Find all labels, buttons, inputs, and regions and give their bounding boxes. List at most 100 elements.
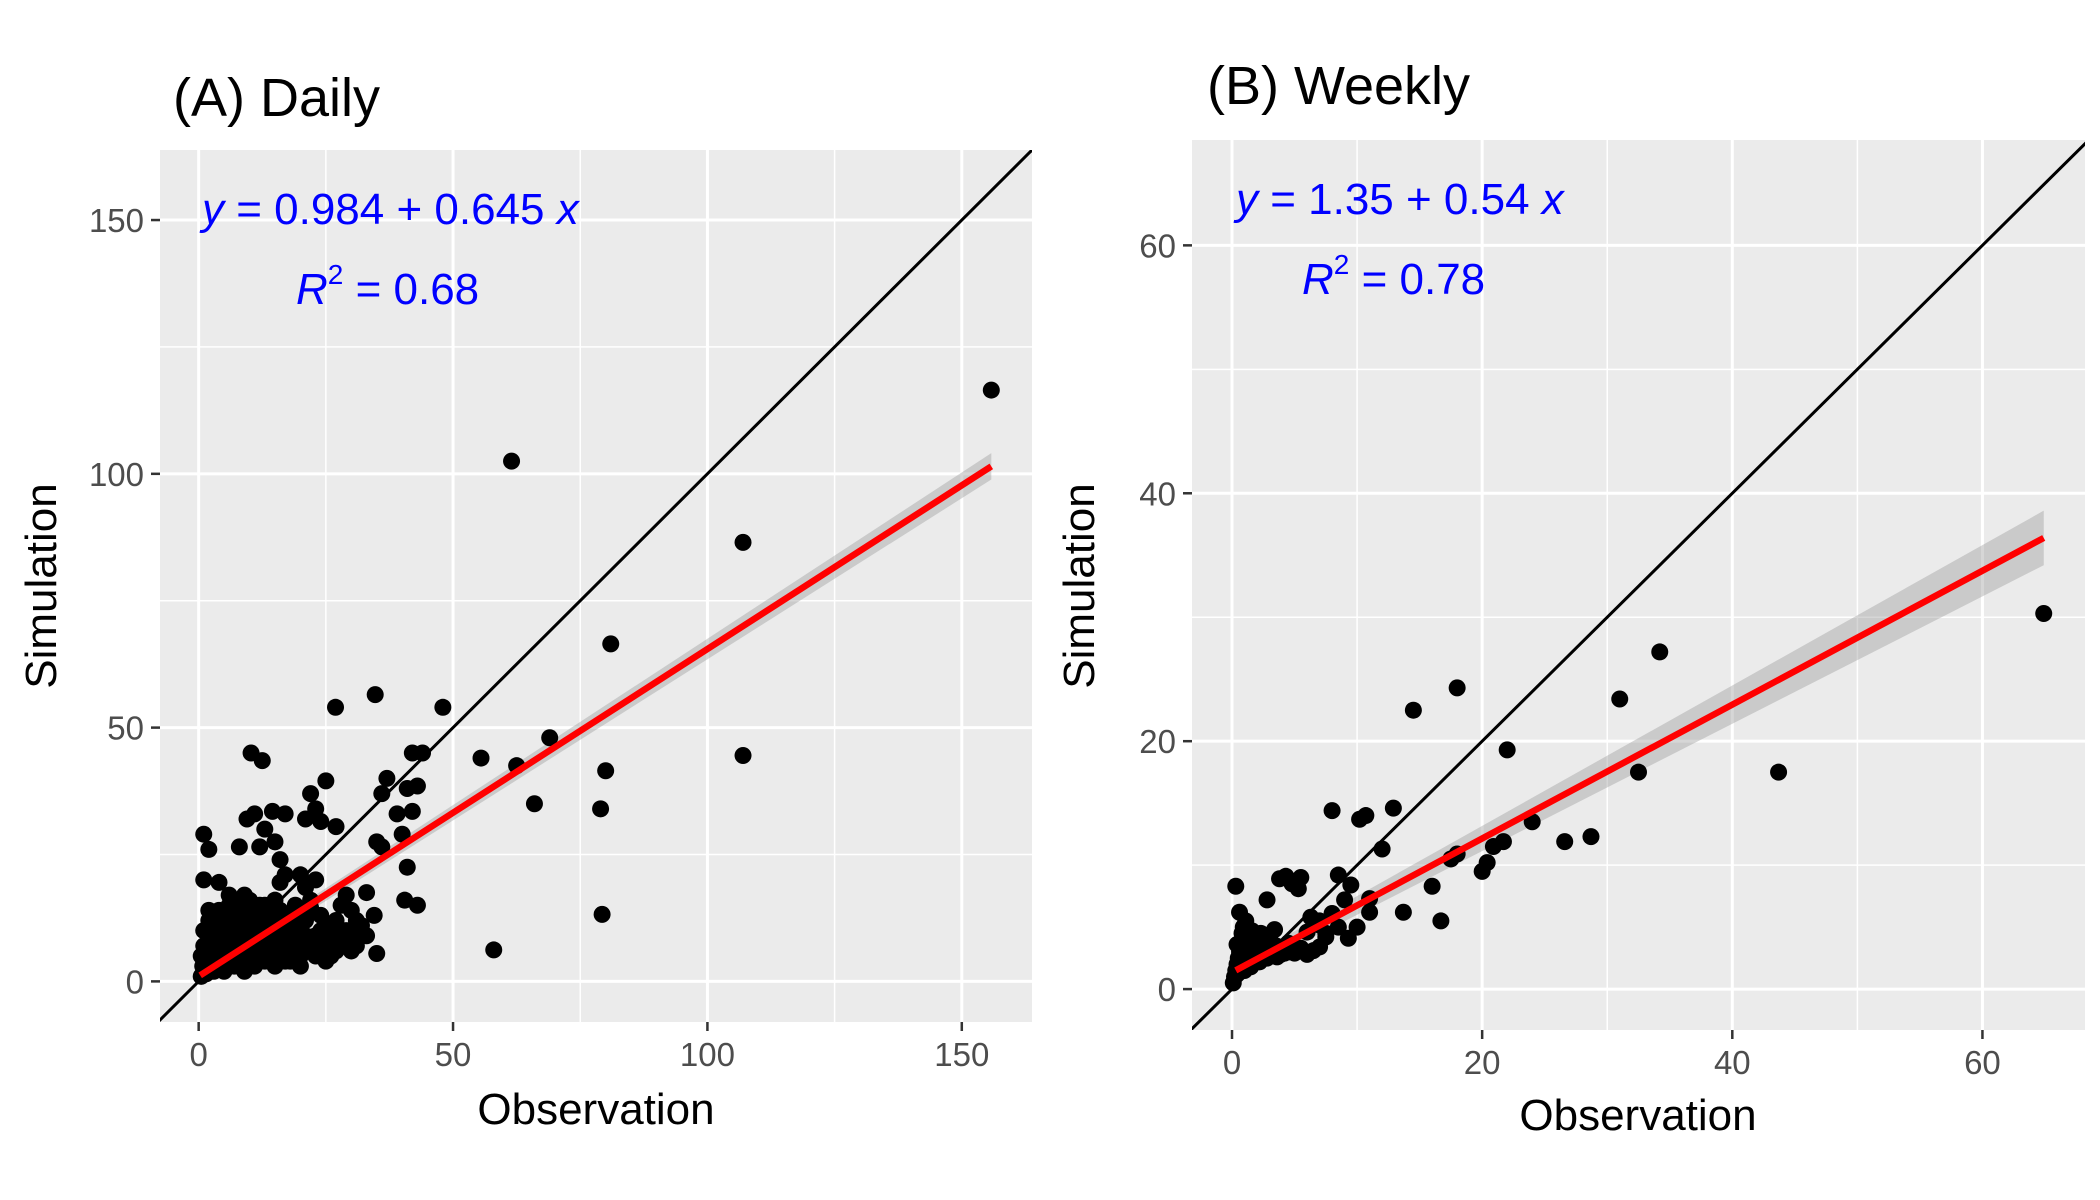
- data-point: [503, 452, 521, 470]
- data-point: [485, 941, 503, 959]
- panel-a-data-layer: [160, 150, 1032, 1022]
- data-point: [388, 805, 406, 823]
- panel-a-eq-x: x: [555, 185, 581, 234]
- data-point: [1448, 679, 1466, 697]
- y-tick-label: 40: [1139, 475, 1176, 512]
- data-point: [297, 810, 315, 828]
- data-point: [195, 871, 213, 889]
- panel-b-title: (B) Weekly: [1207, 56, 1470, 116]
- panel-a-eq-coefs: = 0.984 + 0.645: [224, 185, 557, 234]
- x-tick-label: 150: [934, 1036, 989, 1073]
- panel-a-equation: y = 0.984 + 0.645 x: [199, 185, 581, 234]
- panel-b-fit-line: [1234, 535, 2046, 974]
- x-tick-label: 20: [1464, 1044, 1501, 1081]
- data-point: [1373, 840, 1391, 858]
- data-point: [373, 785, 391, 803]
- data-point: [1651, 643, 1669, 661]
- panel-b-x-axis-title: Observation: [1519, 1091, 1756, 1140]
- data-point: [1252, 924, 1270, 942]
- data-point: [365, 906, 383, 924]
- data-point: [312, 813, 330, 831]
- identity-line: [160, 150, 1032, 1022]
- x-tick-label: 50: [435, 1036, 472, 1073]
- x-tick-label: 40: [1714, 1044, 1751, 1081]
- data-point: [195, 825, 213, 843]
- data-point: [1770, 763, 1788, 781]
- data-point: [1498, 741, 1516, 759]
- data-point: [312, 906, 330, 924]
- panel-b-eq-coefs: = 1.35 + 0.54: [1258, 175, 1542, 224]
- data-point: [396, 891, 414, 909]
- data-point: [297, 911, 315, 929]
- data-point: [1339, 929, 1357, 947]
- data-point: [210, 873, 228, 891]
- panel-b-eq-x: x: [1540, 175, 1566, 224]
- data-point: [398, 858, 416, 876]
- y-tick-label: 50: [107, 710, 144, 747]
- regression-line: [1234, 535, 2046, 974]
- data-point: [1336, 891, 1354, 909]
- data-point: [1329, 918, 1347, 936]
- data-point: [230, 838, 248, 856]
- identity-line: [1192, 141, 2085, 1030]
- data-point: [1361, 903, 1379, 921]
- data-point: [271, 932, 289, 950]
- data-point: [734, 533, 752, 551]
- x-tick-label: 60: [1964, 1044, 2001, 1081]
- panel-b-r2: R2 = 0.78: [1302, 249, 1485, 304]
- data-point: [734, 747, 752, 765]
- panel-a-r2-sup: 2: [328, 259, 344, 290]
- panel-a-r2-value: = 0.68: [343, 265, 479, 314]
- data-point: [602, 635, 620, 653]
- data-point: [276, 866, 294, 884]
- data-point: [358, 927, 376, 945]
- data-point: [368, 944, 386, 962]
- data-point: [1329, 866, 1347, 884]
- y-tick-label: 0: [1158, 971, 1176, 1008]
- data-point: [1281, 943, 1299, 961]
- data-point: [205, 917, 223, 935]
- panel-b: (B) Weekly 0 20 40 60 0 20 40 60 y = 1.35 + 0.5…: [1055, 56, 2085, 1140]
- data-point: [541, 729, 559, 747]
- data-point: [1394, 903, 1412, 921]
- regression-line: [198, 463, 994, 979]
- data-point: [1384, 799, 1402, 817]
- y-tick-label: 150: [89, 202, 144, 239]
- data-point: [266, 833, 284, 851]
- panel-a-r2: R2 = 0.68: [296, 259, 479, 314]
- panel-b-y-axis-title: Simulation: [1055, 483, 1104, 688]
- data-point: [1258, 891, 1276, 909]
- data-point: [1227, 877, 1245, 895]
- y-tick-label: 100: [89, 456, 144, 493]
- panel-b-equation: y = 1.35 + 0.54 x: [1233, 175, 1566, 224]
- data-point: [1556, 833, 1574, 851]
- data-point: [256, 820, 274, 838]
- data-point: [271, 851, 289, 869]
- y-tick-label: 20: [1139, 723, 1176, 760]
- data-point: [291, 957, 309, 975]
- data-point: [1289, 880, 1307, 898]
- data-point: [1323, 802, 1341, 820]
- panel-a: (A) Daily 0 50 100 150 0 50 100 150 y = 0.984 +…: [17, 68, 1032, 1134]
- data-point: [251, 838, 269, 856]
- data-point: [1484, 838, 1502, 856]
- data-point: [332, 896, 350, 914]
- data-point: [235, 886, 253, 904]
- data-point: [403, 802, 421, 820]
- data-point: [525, 795, 543, 813]
- data-point: [593, 905, 611, 923]
- data-point: [2035, 605, 2053, 623]
- panel-a-y-axis-title: Simulation: [17, 483, 66, 688]
- data-point: [1351, 810, 1369, 828]
- panel-b-eq-y: y: [1233, 175, 1261, 224]
- panel-b-r2-label: R: [1302, 255, 1334, 304]
- data-point: [307, 871, 325, 889]
- panel-a-title: (A) Daily: [173, 68, 380, 128]
- data-point: [408, 896, 426, 914]
- panel-b-points: [1224, 605, 2053, 992]
- data-point: [414, 744, 432, 762]
- data-point: [472, 749, 490, 767]
- data-point: [378, 769, 396, 787]
- panel-a-identity-line: [160, 150, 1032, 1022]
- panel-a-eq-y: y: [199, 185, 227, 234]
